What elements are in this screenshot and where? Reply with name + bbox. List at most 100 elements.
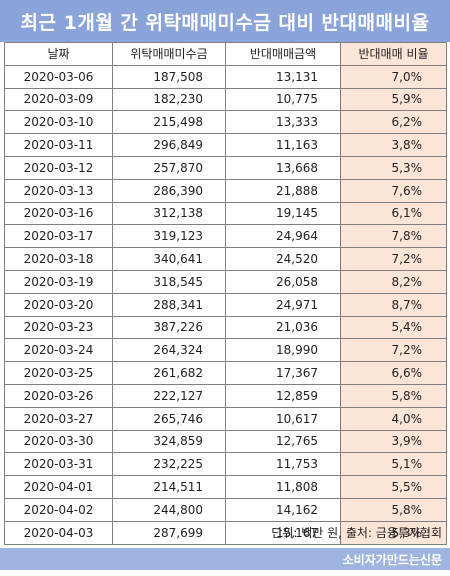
table-body: 2020-03-06 187,508 13,131 7,0% 2020-03-09 182… — [4, 64, 447, 545]
cell-forced-sale-ratio: 4,0% — [340, 406, 447, 431]
cell-forced-sale-amount: 11,753 — [225, 452, 341, 477]
cell-forced-sale-ratio: 7,8% — [340, 224, 447, 249]
cell-date: 2020-03-17 — [4, 224, 113, 249]
cell-forced-sale-amount: 13,668 — [225, 155, 341, 180]
table-row: 2020-03-12 257,870 13,668 5,3% — [4, 155, 447, 180]
cell-receivables: 387,226 — [112, 315, 226, 340]
cell-forced-sale-amount: 21,036 — [225, 315, 341, 340]
cell-date: 2020-03-27 — [4, 406, 113, 431]
cell-receivables: 222,127 — [112, 383, 226, 408]
table-row: 2020-03-17 319,123 24,964 7,8% — [4, 224, 447, 249]
cell-date: 2020-03-19 — [4, 269, 113, 294]
cell-forced-sale-ratio: 5,5% — [340, 475, 447, 499]
table-row: 2020-03-19 318,545 26,058 8,2% — [4, 269, 447, 294]
cell-forced-sale-amount: 24,971 — [225, 292, 341, 317]
cell-receivables: 264,324 — [112, 338, 226, 363]
cell-forced-sale-amount: 17,367 — [225, 361, 341, 385]
cell-receivables: 265,746 — [112, 406, 226, 431]
cell-forced-sale-amount: 24,520 — [225, 247, 341, 271]
table-row: 2020-03-26 222,127 12,859 5,8% — [4, 383, 447, 408]
cell-forced-sale-ratio: 7,6% — [340, 178, 447, 203]
table-row: 2020-03-23 387,226 21,036 5,4% — [4, 315, 447, 340]
cell-forced-sale-ratio: 5,8% — [340, 497, 447, 522]
cell-date: 2020-03-11 — [4, 133, 113, 157]
cell-receivables: 215,498 — [112, 110, 226, 135]
cell-date: 2020-03-10 — [4, 110, 113, 135]
cell-date: 2020-03-06 — [4, 64, 113, 89]
cell-forced-sale-ratio: 7,0% — [340, 64, 447, 89]
cell-forced-sale-ratio: 3,9% — [340, 429, 447, 454]
cell-forced-sale-amount: 14,162 — [225, 497, 341, 522]
cell-date: 2020-03-24 — [4, 338, 113, 363]
cell-receivables: 261,682 — [112, 361, 226, 385]
cell-receivables: 312,138 — [112, 201, 226, 226]
table-row: 2020-03-16 312,138 19,145 6,1% — [4, 201, 447, 226]
cell-forced-sale-ratio: 8,7% — [340, 292, 447, 317]
cell-receivables: 340,641 — [112, 247, 226, 271]
cell-forced-sale-amount: 21,888 — [225, 178, 341, 203]
cell-receivables: 324,859 — [112, 429, 226, 454]
footer-brand-label: 소비자가만드는신문 — [342, 552, 442, 567]
cell-receivables: 319,123 — [112, 224, 226, 249]
cell-forced-sale-amount: 19,145 — [225, 201, 341, 226]
table-row: 2020-03-30 324,859 12,765 3,9% — [4, 429, 447, 454]
cell-forced-sale-amount: 24,964 — [225, 224, 341, 249]
table-row: 2020-03-31 232,225 11,753 5,1% — [4, 452, 447, 477]
cell-forced-sale-amount: 10,617 — [225, 406, 341, 431]
cell-forced-sale-ratio: 6,2% — [340, 110, 447, 135]
cell-forced-sale-amount: 10,775 — [225, 87, 341, 112]
table-row: 2020-03-20 288,341 24,971 8,7% — [4, 292, 447, 317]
table-header-row: 날짜 위탁매매미수금 반대매매금액 반대매매 비율 — [4, 42, 447, 66]
cell-receivables: 232,225 — [112, 452, 226, 477]
cell-date: 2020-03-26 — [4, 383, 113, 408]
header-receivables: 위탁매매미수금 — [112, 42, 226, 66]
cell-forced-sale-ratio: 5,4% — [340, 315, 447, 340]
cell-forced-sale-ratio: 6,1% — [340, 201, 447, 226]
header-forced-sale-amount: 반대매매금액 — [225, 42, 341, 66]
cell-date: 2020-03-09 — [4, 87, 113, 112]
cell-receivables: 286,390 — [112, 178, 226, 203]
table-row: 2020-03-06 187,508 13,131 7,0% — [4, 64, 447, 89]
data-table: 날짜 위탁매매미수금 반대매매금액 반대매매 비율 2020-03-06 187,… — [4, 42, 447, 545]
cell-forced-sale-amount: 18,990 — [225, 338, 341, 363]
table-row: 2020-03-11 296,849 11,163 3,8% — [4, 133, 447, 157]
cell-date: 2020-03-13 — [4, 178, 113, 203]
cell-date: 2020-03-12 — [4, 155, 113, 180]
table-row: 2020-03-27 265,746 10,617 4,0% — [4, 406, 447, 431]
cell-forced-sale-ratio: 5,8% — [340, 383, 447, 408]
cell-forced-sale-ratio: 5,3% — [340, 520, 447, 545]
cell-forced-sale-ratio: 5,1% — [340, 452, 447, 477]
cell-date: 2020-03-25 — [4, 361, 113, 385]
cell-forced-sale-amount: 15,167 — [225, 520, 341, 545]
cell-date: 2020-03-18 — [4, 247, 113, 271]
cell-receivables: 318,545 — [112, 269, 226, 294]
cell-forced-sale-amount: 26,058 — [225, 269, 341, 294]
cell-forced-sale-amount: 11,163 — [225, 133, 341, 157]
table-row: 2020-03-24 264,324 18,990 7,2% — [4, 338, 447, 363]
cell-date: 2020-04-03 — [4, 520, 113, 545]
table-row: 2020-03-09 182,230 10,775 5,9% — [4, 87, 447, 112]
cell-date: 2020-04-01 — [4, 475, 113, 499]
cell-date: 2020-03-20 — [4, 292, 113, 317]
cell-forced-sale-amount: 12,859 — [225, 383, 341, 408]
unit-source-note: 단위: 백만 원, 출처: 금융투자협회 — [271, 526, 442, 540]
cell-forced-sale-ratio: 7,2% — [340, 338, 447, 363]
table-row: 2020-03-13 286,390 21,888 7,6% — [4, 178, 447, 203]
cell-forced-sale-ratio: 5,3% — [340, 155, 447, 180]
cell-date: 2020-03-16 — [4, 201, 113, 226]
table-row: 2020-04-02 244,800 14,162 5,8% — [4, 497, 447, 522]
cell-forced-sale-ratio: 6,6% — [340, 361, 447, 385]
page-title: 최근 1개월 간 위탁매매미수금 대비 반대매매비율 — [0, 0, 450, 42]
cell-receivables: 214,511 — [112, 475, 226, 499]
cell-forced-sale-amount: 12,765 — [225, 429, 341, 454]
cell-forced-sale-ratio: 3,8% — [340, 133, 447, 157]
cell-receivables: 287,699 — [112, 520, 226, 545]
table-row: 2020-04-01 214,511 11,808 5,5% — [4, 475, 447, 499]
table-row: 2020-03-18 340,641 24,520 7,2% — [4, 247, 447, 271]
header-forced-sale-ratio: 반대매매 비율 — [340, 42, 447, 66]
cell-receivables: 182,230 — [112, 87, 226, 112]
cell-forced-sale-amount: 13,131 — [225, 64, 341, 89]
cell-forced-sale-amount: 11,808 — [225, 475, 341, 499]
header-date: 날짜 — [4, 42, 113, 66]
cell-receivables: 244,800 — [112, 497, 226, 522]
